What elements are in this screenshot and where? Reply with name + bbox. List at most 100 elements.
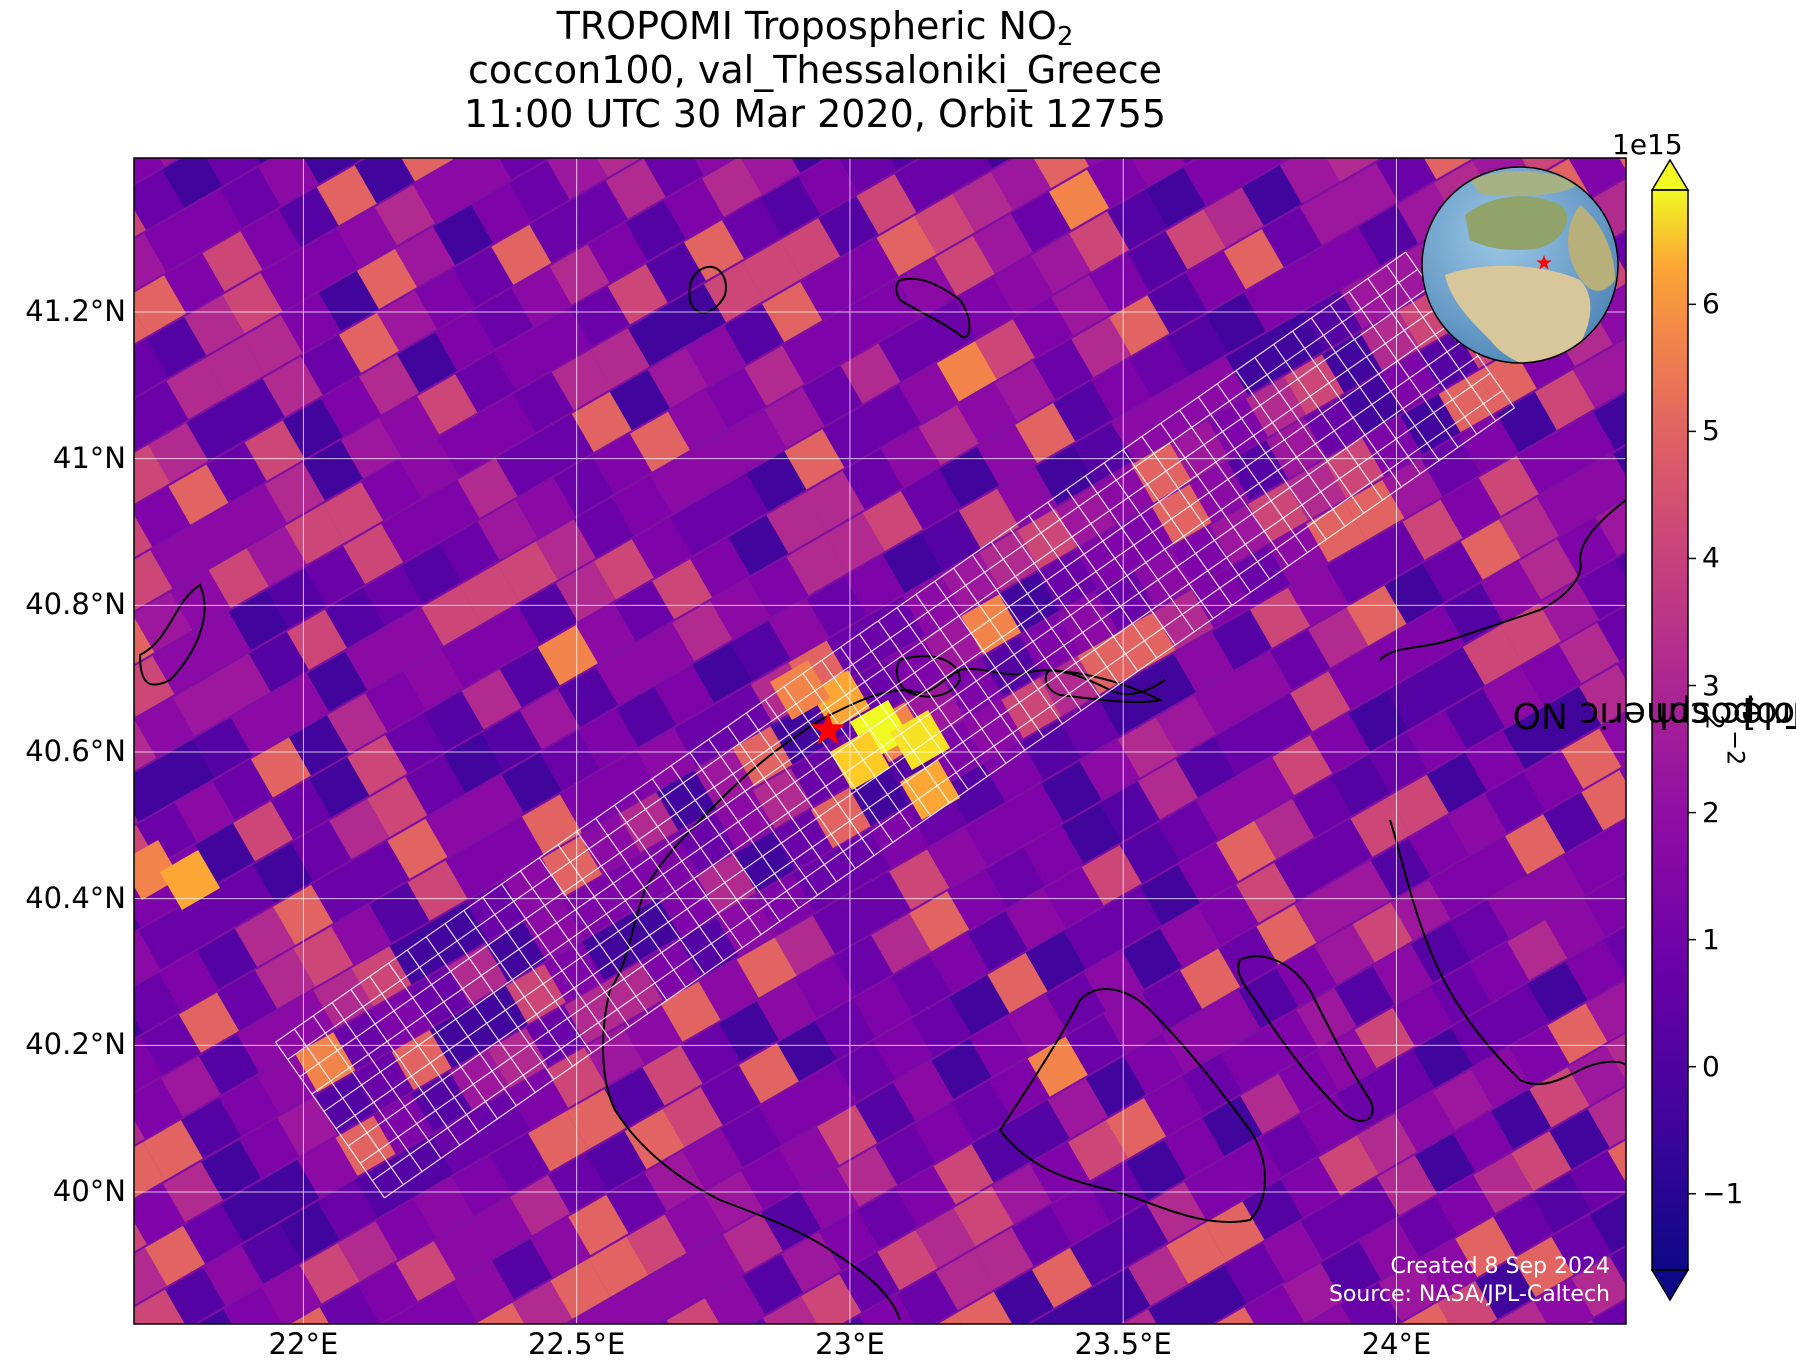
no2-pixel (1585, 981, 1626, 1042)
swath-line (1367, 278, 1478, 435)
no2-pixel (1420, 435, 1481, 497)
no2-pixel (688, 431, 749, 492)
no2-pixel (1009, 1100, 1070, 1161)
no2-pixel (1151, 484, 1212, 545)
swath-line (614, 804, 724, 962)
no2-pixel (437, 416, 498, 477)
no2-pixel (871, 913, 932, 974)
lake-koroneia (895, 655, 962, 698)
no2-pixel (627, 306, 688, 367)
no2-pixel (436, 1325, 496, 1367)
no2-pixel (662, 1087, 723, 1148)
no2-pixel (992, 255, 1053, 316)
no2-pixel (206, 158, 261, 186)
no2-pixel (451, 158, 512, 202)
no2-pixel (491, 224, 552, 285)
swath-line (538, 857, 649, 1014)
lon-tick-label: 24°E (1361, 1327, 1432, 1361)
no2-pixel (1157, 801, 1218, 862)
no2-pixel (1263, 312, 1324, 373)
no2-pixel (780, 218, 841, 279)
globe-europe (1465, 196, 1568, 250)
no2-pixel (508, 1069, 569, 1130)
no2-pixel (880, 427, 941, 488)
no2-pixel (134, 972, 181, 1033)
site-star-icon (811, 712, 846, 745)
no2-pixel (1087, 158, 1148, 208)
no2-pixel (481, 710, 542, 772)
no2-pixel (454, 1260, 515, 1322)
no2-pixel (971, 1122, 1032, 1183)
no2-pixel (421, 585, 482, 646)
no2-pixel (197, 1309, 232, 1324)
no2-pixel (1168, 1329, 1228, 1367)
no2-pixel (1127, 231, 1188, 292)
no2-pixel (244, 420, 305, 481)
no2-pixel (1200, 990, 1261, 1051)
no2-pixel (1589, 1193, 1626, 1253)
swath-line (670, 765, 781, 922)
no2-pixel (479, 605, 540, 666)
no2-pixel (896, 257, 957, 318)
no2-pixel (1081, 845, 1142, 906)
no2-pixel (660, 981, 721, 1042)
no2-pixel (877, 1230, 938, 1291)
no2-pixel (1003, 783, 1064, 844)
no2-pixel (1545, 897, 1606, 959)
no2-pixel (1261, 207, 1322, 268)
no2-pixel (528, 1111, 589, 1172)
lat-tick-label: 41°N (52, 440, 126, 475)
no2-pixel (742, 240, 803, 301)
no2-pixel (786, 534, 847, 596)
no2-pixel (1274, 840, 1335, 901)
no2-pixel (744, 345, 805, 406)
no2-pixel (1440, 477, 1501, 538)
no2-pixel (1505, 814, 1566, 875)
no2-pixel (299, 1243, 360, 1304)
no2-pixel (1435, 1175, 1496, 1236)
swath-line (1348, 291, 1459, 448)
no2-pixel (743, 1254, 804, 1315)
no2-pixel (374, 185, 435, 246)
no2-pixel (1111, 400, 1172, 461)
no2-pixel (573, 497, 634, 558)
no2-pixel (716, 895, 777, 956)
no2-pixel (718, 1001, 779, 1062)
no2-pixel (752, 1318, 767, 1324)
swath-line (971, 554, 1082, 712)
no2-pixel (934, 235, 995, 296)
no2-pixel (427, 902, 488, 963)
no2-pixel (337, 1221, 398, 1282)
no2-pixel (282, 398, 343, 459)
no2-pixel (894, 158, 955, 213)
no2-pixel (159, 158, 179, 167)
no2-pixel (389, 924, 450, 985)
no2-pixel (530, 1216, 591, 1278)
no2-pixel (760, 176, 821, 237)
no2-pixel (1364, 521, 1425, 582)
no2-pixel (1549, 1109, 1610, 1170)
no2-pixel (439, 521, 500, 582)
no2-pixel (993, 1269, 1054, 1324)
no2-pixel (433, 204, 494, 266)
no2-pixel (1069, 211, 1130, 272)
no2-pixel (1279, 158, 1289, 162)
no2-pixel (853, 977, 914, 1038)
no2-pixel (1529, 1067, 1590, 1128)
map-frame (133, 157, 1627, 1325)
no2-pixel (217, 970, 278, 1031)
no2-pixel (309, 757, 370, 818)
no2-pixel (134, 915, 141, 932)
no2-pixel (413, 163, 474, 224)
no2-pixel (1103, 992, 1164, 1053)
no2-pixel (900, 468, 961, 530)
no2-pixel (472, 1197, 533, 1258)
no2-pixel (182, 189, 243, 250)
no2-pixel (812, 893, 873, 954)
no2-pixel (1374, 1049, 1435, 1110)
chart-title: TROPOMI Tropospheric NO2 coccon100, val_… (120, 4, 1510, 136)
no2-pixel (1487, 878, 1548, 939)
no2-pixel (591, 433, 652, 494)
no2-pixel (399, 438, 460, 499)
no2-pixel (1334, 966, 1395, 1027)
